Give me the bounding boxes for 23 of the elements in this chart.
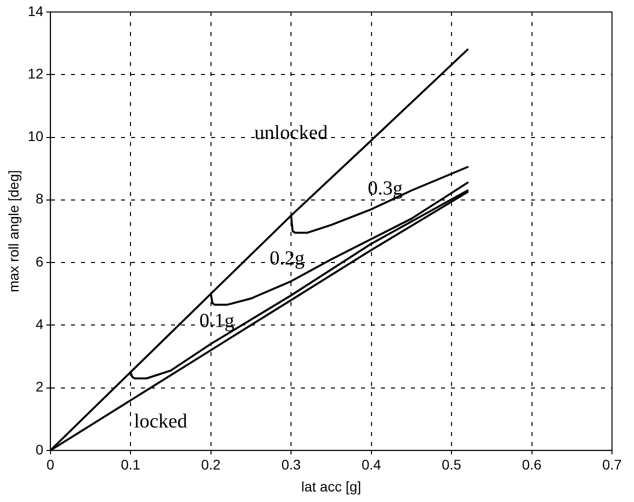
y-tick-label: 0	[36, 441, 44, 458]
x-tick-label: 0.1	[120, 456, 141, 473]
y-tick-label: 12	[28, 65, 44, 82]
x-tick-label: 0.2	[201, 456, 221, 473]
y-axis-title: max roll angle [deg]	[5, 170, 22, 292]
x-tick-label: 0.6	[522, 456, 542, 473]
x-tick-label: 0	[46, 456, 54, 473]
series-label: 0.3g	[368, 178, 403, 200]
series-label: unlocked	[254, 122, 328, 144]
series-label: 0.1g	[199, 310, 234, 332]
series-label: 0.2g	[270, 248, 305, 270]
x-tick-label: 0.3	[281, 456, 302, 473]
y-tick-label: 10	[28, 128, 44, 144]
series-label: locked	[134, 410, 188, 433]
x-tick-label: 0.4	[362, 456, 382, 473]
x-tick-label: 0.5	[442, 456, 462, 473]
y-tick-label: 4	[36, 316, 44, 332]
y-tick-label: 8	[36, 190, 44, 207]
x-axis-title: lat acc [g]	[301, 478, 362, 494]
y-tick-label: 6	[36, 253, 44, 270]
y-tick-label: 14	[28, 2, 44, 19]
x-tick-label: 0.7	[602, 456, 622, 473]
y-tick-label: 2	[36, 378, 44, 395]
